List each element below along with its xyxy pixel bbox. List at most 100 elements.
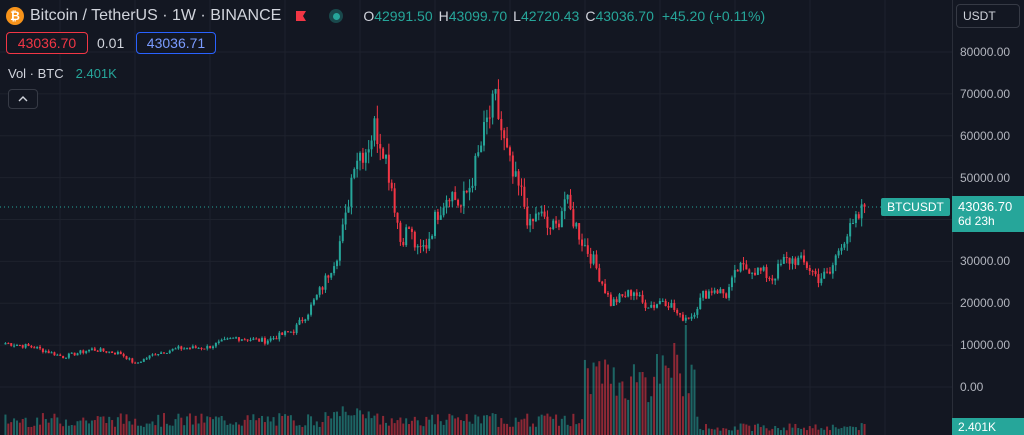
price-candles [4,79,866,364]
candle-body [751,272,754,274]
candle-body [503,130,506,139]
volume-bar [852,426,855,435]
candle-body [315,294,318,300]
symbol-title[interactable]: Bitcoin / TetherUS · 1W · BINANCE [30,7,282,24]
candle-body [194,346,197,348]
volume-bar [431,414,434,435]
volume-bar [843,426,846,435]
volume-bar [13,418,16,435]
candle-body [846,236,849,244]
candle-body [67,353,70,358]
volume-bar [428,419,431,435]
flag-icon[interactable] [295,10,307,22]
candle-body [330,273,333,278]
candle-body [217,341,220,343]
candle-body [448,199,451,202]
candle-body [186,348,189,350]
volume-bar [808,426,811,435]
volume-bar [70,424,73,435]
volume-bar [759,427,762,435]
volume-bar [134,418,137,435]
candle-body [39,346,42,349]
candle-body [439,215,442,220]
candle-body [21,345,24,348]
volume-bar [532,423,535,435]
candle-body [272,338,275,340]
volume-bar [93,420,96,435]
candle-body [514,171,517,177]
collapse-legend-button[interactable] [8,89,38,109]
candle-body [18,344,21,346]
volume-bar [433,424,437,435]
volume-bar [76,421,79,435]
candle-body [569,194,572,210]
candle-body [307,314,310,320]
volume-bar [601,383,604,435]
candle-body [148,355,151,359]
candle-body [742,262,745,265]
volume-bar [353,415,356,435]
volume-bar [442,424,445,435]
volume-bar [209,417,212,435]
candle-body [312,299,315,305]
candle-body [30,345,33,348]
volume-bar [658,383,661,435]
volume-bar [635,382,638,435]
volume-bar [800,428,803,435]
volume-bar [771,428,774,435]
candle-body [321,287,324,290]
volume-bar [186,416,189,435]
candle-body [650,304,653,308]
candle-body [586,245,589,254]
volume-bar [748,425,751,435]
high-value: 43099.70 [448,8,508,24]
volume-bar [751,430,754,435]
price-tick-label: 20000.00 [960,296,1011,311]
candle-body [843,243,846,248]
candle-body [632,292,635,296]
candle-body [387,154,390,183]
candle-body [162,352,166,354]
candle-body [725,293,728,298]
volume-bar [148,423,151,435]
buy-price-button[interactable]: 43036.71 [136,32,216,54]
volume-bar [725,428,728,435]
candle-body [284,331,287,335]
volume-bar [90,420,93,435]
volume-bar [650,396,653,435]
volume-bar [477,416,480,435]
candle-body [661,300,664,302]
volume-bar [422,426,425,435]
candlestick-chart[interactable] [0,0,952,435]
candle-body [794,258,797,265]
candle-body [62,355,65,359]
volume-bar [220,415,223,435]
volume-bar [797,428,800,435]
candle-body [154,354,157,356]
volume-bar [774,425,777,435]
volume-bar [30,426,33,435]
candle-body [384,154,387,159]
volume-bar [647,402,650,435]
volume-bar [540,414,543,435]
volume-bar [41,413,44,435]
volume-bar [376,413,379,435]
volume-bar [555,414,558,435]
candle-body [494,89,497,94]
volume-bar [612,367,615,435]
sell-price-button[interactable]: 43036.70 [6,32,88,54]
candle-body [647,307,650,309]
volume-bar [105,423,108,435]
candle-body [286,331,289,333]
candle-body [462,190,465,207]
volume-bar [753,424,757,435]
price-tick-label: 30000.00 [960,254,1011,269]
volume-bar [537,416,540,435]
candle-body [10,343,13,346]
currency-selector[interactable]: USDT [956,4,1020,28]
volume-bar [263,422,266,435]
volume-bar [710,428,713,435]
candle-body [696,308,699,315]
candle-body [589,253,592,264]
volume-bar [206,416,209,435]
